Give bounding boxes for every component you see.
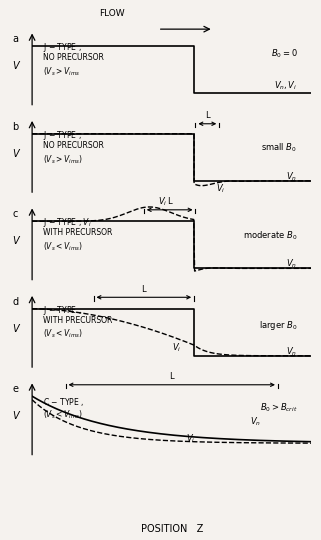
Text: ($V_s > V_{ims}$): ($V_s > V_{ims}$) xyxy=(43,153,83,166)
Text: NO PRECURSOR: NO PRECURSOR xyxy=(43,141,104,150)
Text: $V_i$: $V_i$ xyxy=(186,433,195,446)
Text: FLOW: FLOW xyxy=(100,9,125,18)
Text: WITH PRECURSOR: WITH PRECURSOR xyxy=(43,316,113,325)
Text: $V_n$: $V_n$ xyxy=(250,416,261,428)
Text: WITH PRECURSOR: WITH PRECURSOR xyxy=(43,228,113,238)
Text: $V_i$: $V_i$ xyxy=(158,195,167,208)
Text: L: L xyxy=(142,285,146,294)
Text: moderate $B_0$: moderate $B_0$ xyxy=(243,230,297,242)
Text: L: L xyxy=(169,372,174,381)
Text: $V_n$: $V_n$ xyxy=(286,345,297,358)
Text: d: d xyxy=(12,296,18,307)
Text: L: L xyxy=(205,111,210,120)
Text: e: e xyxy=(12,384,18,394)
Text: ($V_s < V_{ims}$): ($V_s < V_{ims}$) xyxy=(43,328,83,341)
Text: J $-$ TYPE ,: J $-$ TYPE , xyxy=(43,41,82,55)
Text: c: c xyxy=(13,209,18,219)
Text: V: V xyxy=(12,236,19,246)
Text: $B_0 = 0$: $B_0 = 0$ xyxy=(271,47,297,59)
Text: small $B_0$: small $B_0$ xyxy=(261,142,297,154)
Text: J $-$ TYPE ,: J $-$ TYPE , xyxy=(43,303,82,317)
Text: ($V_s > V_{ims}$: ($V_s > V_{ims}$ xyxy=(43,65,81,78)
Text: b: b xyxy=(12,122,19,132)
Text: J $-$ TYPE , $V_i$: J $-$ TYPE , $V_i$ xyxy=(43,216,92,229)
Text: $V_n, V_i$: $V_n, V_i$ xyxy=(274,80,297,92)
Text: V: V xyxy=(12,148,19,159)
Text: $V_n$: $V_n$ xyxy=(286,258,297,271)
Text: ($V_s < V_{ims}$): ($V_s < V_{ims}$) xyxy=(43,240,83,253)
Text: NO PRECURSOR: NO PRECURSOR xyxy=(43,53,104,63)
Text: J $-$ TYPE ,: J $-$ TYPE , xyxy=(43,129,82,142)
Text: $B_0 > B_{crit}$: $B_0 > B_{crit}$ xyxy=(260,401,297,414)
Text: a: a xyxy=(12,34,18,44)
Text: $V_i$: $V_i$ xyxy=(216,183,226,195)
Text: L: L xyxy=(167,197,172,206)
Text: V: V xyxy=(12,323,19,334)
Text: $V_n$: $V_n$ xyxy=(286,170,297,183)
Text: ($V_s < V_{ims}$): ($V_s < V_{ims}$) xyxy=(43,408,83,421)
Text: $V_i$: $V_i$ xyxy=(172,342,181,354)
Text: V: V xyxy=(12,411,19,421)
Text: larger $B_0$: larger $B_0$ xyxy=(259,319,297,332)
Text: POSITION   Z: POSITION Z xyxy=(141,524,203,534)
Text: C $-$ TYPE ,: C $-$ TYPE , xyxy=(43,396,84,408)
Text: V: V xyxy=(12,61,19,71)
